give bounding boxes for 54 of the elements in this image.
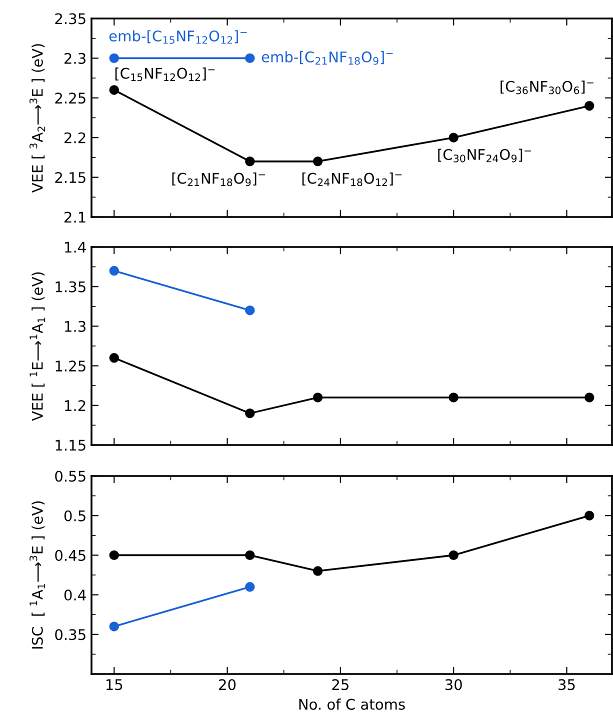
- x-tick-label: 15: [106, 679, 122, 690]
- y-tick-label: 2.35: [55, 13, 86, 24]
- y-tick-label: 2.2: [64, 132, 86, 144]
- point: [245, 306, 255, 316]
- point: [109, 53, 119, 64]
- x-axis-title: No. of C atoms: [299, 698, 405, 710]
- y-tick-label: 0.35: [55, 629, 86, 640]
- point: [448, 392, 458, 402]
- y-tick-label: 0.4: [64, 590, 86, 601]
- annotation: [C$_{30}$NF$_{24}$O$_{9}$]$^{−}$: [438, 148, 531, 162]
- point: [448, 550, 458, 560]
- point: [312, 156, 323, 166]
- y-tick-label: 0.45: [55, 550, 86, 561]
- annotation: [C$_{36}$NF$_{30}$O$_{6}$]$^{−}$: [500, 80, 594, 94]
- point: [584, 510, 594, 520]
- point: [245, 156, 255, 166]
- y-axis-title: VEE [ $^{3}$A$_{2}$⟶$^{3}$E ] (eV): [30, 44, 46, 193]
- point: [109, 353, 119, 363]
- annotation: [C$_{21}$NF$_{18}$O$_{9}$]$^{−}$: [172, 172, 266, 186]
- y-tick-label: 1.15: [56, 440, 86, 451]
- annotation: [C$_{15}$NF$_{12}$O$_{12}$]$^{−}$: [115, 68, 215, 82]
- point: [245, 550, 255, 560]
- point: [245, 582, 255, 592]
- x-tick-label: 20: [219, 679, 236, 690]
- annotation: emb-[C$_{15}$NF$_{12}$O$_{12}$]$^{−}$: [109, 30, 247, 44]
- y-tick-label: 2.15: [55, 172, 86, 184]
- point: [109, 266, 119, 276]
- y-tick-label: 1.3: [65, 320, 86, 332]
- y-axis-title: VEE [ $^{1}$E⟶$^{1}$A$_{1}$ ] (eV): [30, 272, 46, 421]
- annotation: emb-[C$_{21}$NF$_{18}$O$_{9}$]$^{−}$: [262, 51, 393, 65]
- point: [312, 566, 323, 576]
- point: [109, 622, 119, 632]
- point: [245, 53, 255, 64]
- x-tick-label: 35: [558, 679, 575, 690]
- point: [584, 392, 594, 402]
- y-tick-label: 1.2: [65, 400, 86, 411]
- y-tick-label: 2.1: [64, 212, 86, 223]
- y-tick-label: 2.25: [55, 92, 86, 104]
- point: [109, 85, 119, 95]
- x-tick-label: 25: [332, 679, 348, 690]
- point: [448, 132, 458, 142]
- point: [245, 408, 255, 418]
- y-tick-label: 0.5: [64, 510, 86, 522]
- y-tick-label: 1.35: [56, 281, 86, 292]
- y-tick-label: 0.55: [55, 470, 86, 482]
- x-tick-label: 30: [445, 679, 462, 690]
- point: [312, 392, 323, 402]
- y-tick-label: 1.4: [65, 242, 86, 253]
- point: [109, 550, 119, 560]
- y-tick-label: 2.3: [64, 52, 86, 64]
- point: [584, 100, 594, 111]
- annotation: [C$_{24}$NF$_{18}$O$_{12}$]$^{−}$: [302, 172, 402, 186]
- y-axis-title: ISC [ $^{1}$A$_{1}$⟶$^{3}$E ] (eV): [30, 501, 46, 649]
- y-tick-label: 1.25: [56, 360, 86, 372]
